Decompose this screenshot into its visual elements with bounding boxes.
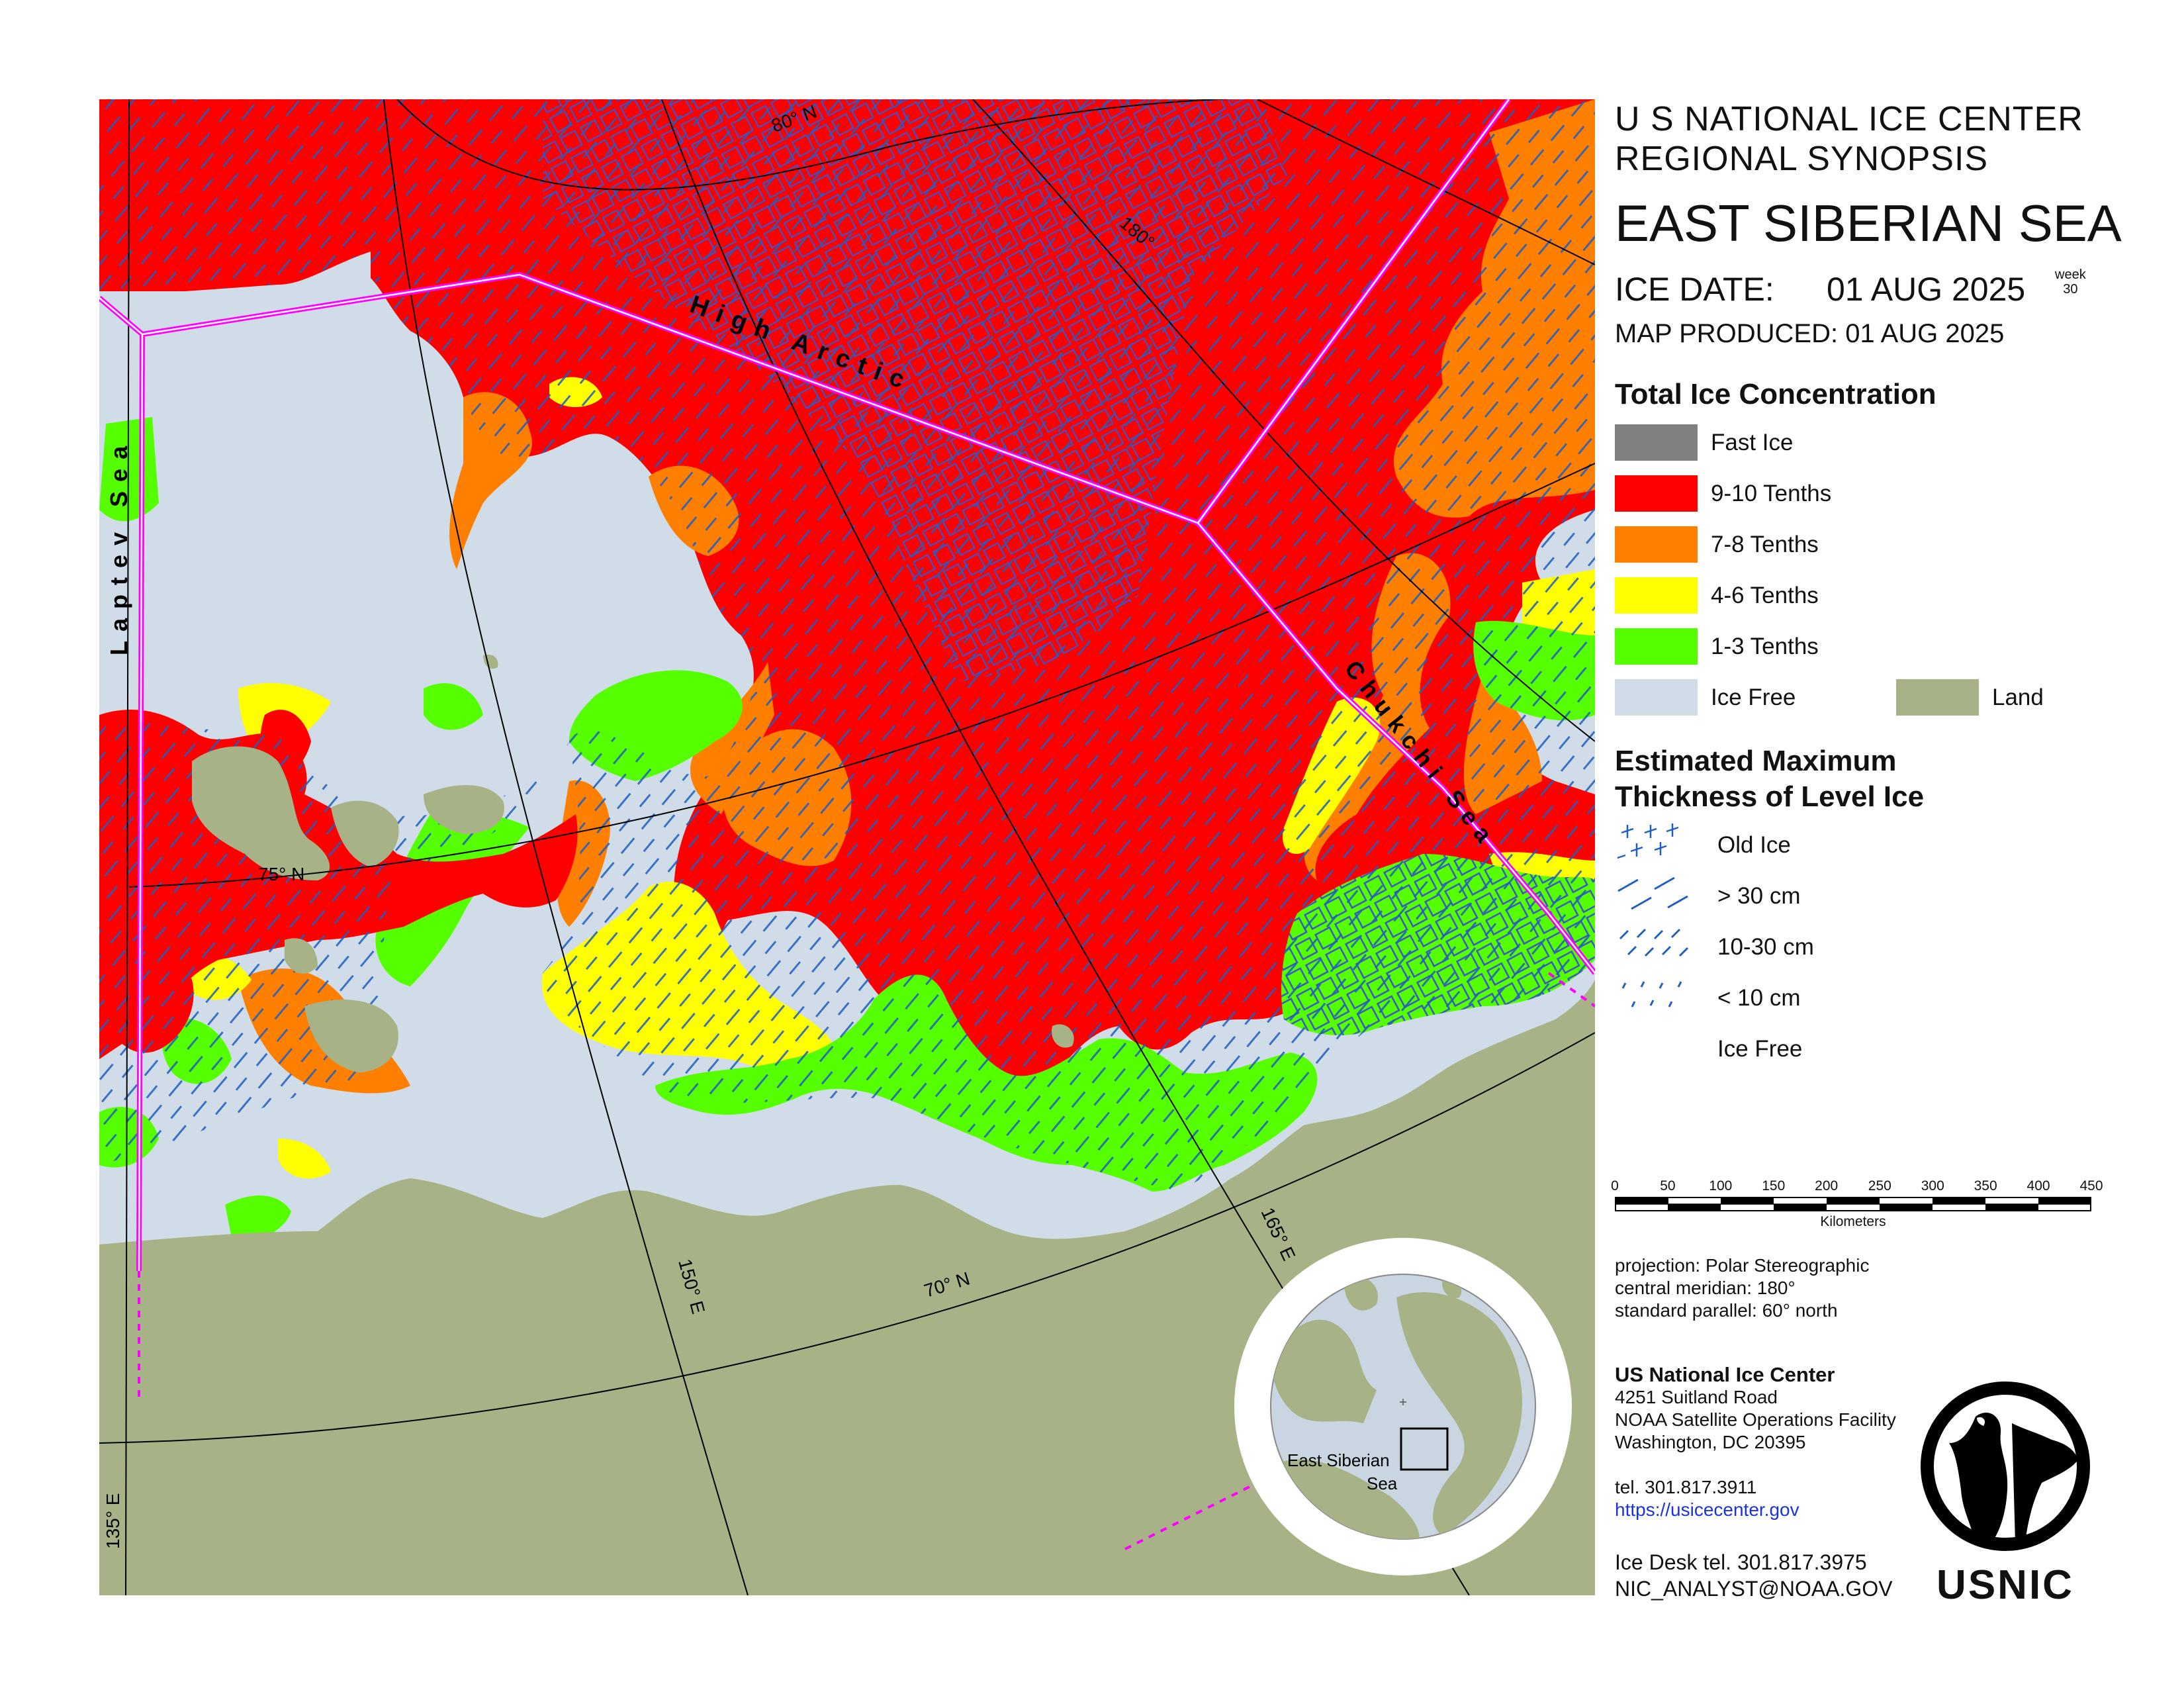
legend-item-1-3: 1-3 Tenths	[1615, 622, 2177, 673]
map-produced: MAP PRODUCED: 01 AUG 2025	[1615, 319, 2005, 348]
swatch-7-8	[1615, 526, 1698, 563]
scale-unit: Kilometers	[1820, 1214, 1886, 1229]
week-number: 30	[2063, 282, 2078, 297]
org-name: US National Ice Center	[1615, 1363, 1835, 1386]
ice-desk-email[interactable]: NIC_ANALYST@NOAA.GOV	[1615, 1577, 1893, 1601]
usnic-logo: USNIC	[1909, 1377, 2101, 1609]
legend-panel: U S NATIONAL ICE CENTER REGIONAL SYNOPSI…	[1615, 99, 2177, 1075]
projection-info: projection: Polar Stereographic central …	[1615, 1255, 1870, 1321]
label-laptev-sea: Laptev Sea	[105, 437, 132, 655]
header-org: U S NATIONAL ICE CENTER	[1615, 100, 2083, 138]
swatch-fast-ice	[1615, 424, 1698, 461]
legend-item-9-10: 9-10 Tenths	[1615, 469, 2177, 520]
scale-ticks: 0 50 100 150 200 250 300 350 400 450	[1611, 1178, 2103, 1194]
penguin-bear-icon	[1921, 1382, 2090, 1551]
swatch-9-10	[1615, 475, 1698, 512]
legend-item-10-30cm: 10-30 cm	[1615, 922, 2177, 973]
legend-item-thickness-ice-free: Ice Free	[1717, 1036, 1803, 1062]
swatch-4-6	[1615, 577, 1698, 614]
swatch-land	[1896, 679, 1979, 716]
contact-info: US National Ice Center 4251 Suitland Roa…	[1615, 1363, 1896, 1521]
inset-label-sea: Sea	[1367, 1474, 1398, 1493]
ice-date-row: ICE DATE: 01 AUG 2025 week 30	[1615, 267, 2177, 310]
legend-item-under-10cm: < 10 cm	[1615, 973, 2177, 1024]
legend-item-7-8: 7-8 Tenths	[1615, 520, 2177, 571]
concentration-title: Total Ice Concentration	[1615, 378, 1936, 410]
usnic-wordmark: USNIC	[1936, 1562, 2074, 1608]
inset-label-region: East Siberian	[1287, 1450, 1390, 1470]
thickness-pattern-overlay	[99, 99, 1595, 1225]
pattern-short-dash	[1619, 928, 1689, 957]
website-link[interactable]: https://usicecenter.gov	[1615, 1499, 1799, 1520]
ice-desk-phone: Ice Desk tel. 301.817.3975	[1615, 1550, 1867, 1574]
pattern-long-dash	[1617, 876, 1688, 910]
legend-item-old-ice: Old Ice	[1615, 820, 2177, 871]
legend-item-fast-ice: Fast Ice	[1615, 418, 2177, 469]
land-masses	[99, 654, 1595, 1595]
ice-desk-info: Ice Desk tel. 301.817.3975 NIC_ANALYST@N…	[1615, 1549, 1893, 1602]
inset-globe: East Siberian Sea	[1234, 1238, 1572, 1575]
inset-region-box	[1400, 1427, 1449, 1471]
legend-item-4-6: 4-6 Tenths	[1615, 571, 2177, 622]
siberian-mainland	[99, 980, 1595, 1595]
header-subtitle: REGIONAL SYNOPSIS	[1615, 140, 1989, 178]
pattern-dots	[1621, 981, 1682, 1008]
ice-date-label: ICE DATE:	[1615, 271, 1774, 308]
label-lat-75: 75° N	[258, 864, 304, 884]
phone: tel. 301.817.3911	[1615, 1477, 1757, 1497]
kotelny-island	[192, 746, 330, 880]
swatch-ice-free	[1615, 679, 1698, 716]
week-label: week	[2055, 267, 2086, 282]
bunge-land	[331, 800, 399, 867]
bolshoy-lyakhovsky	[304, 1000, 398, 1072]
label-lon-135: 135° E	[103, 1493, 123, 1549]
week-indicator: week 30	[2055, 267, 2086, 297]
legend-item-over-30cm: > 30 cm	[1615, 871, 2177, 922]
pattern-old-ice	[1617, 823, 1679, 859]
region-title: EAST SIBERIAN SEA	[1615, 194, 2122, 252]
thickness-title: Estimated Maximum Thickness of Level Ice	[1615, 745, 1925, 813]
swatch-1-3	[1615, 628, 1698, 665]
ice-date-value: 01 AUG 2025	[1827, 271, 2026, 308]
legend-item-ice-free: Ice Free Land	[1615, 673, 2177, 724]
novaya-sibir-island	[424, 785, 504, 834]
scale-bar: 0 50 100 150 200 250 300 350 400 450 Kil…	[1611, 1178, 2103, 1230]
scale-bar-graphic	[1615, 1197, 2091, 1211]
